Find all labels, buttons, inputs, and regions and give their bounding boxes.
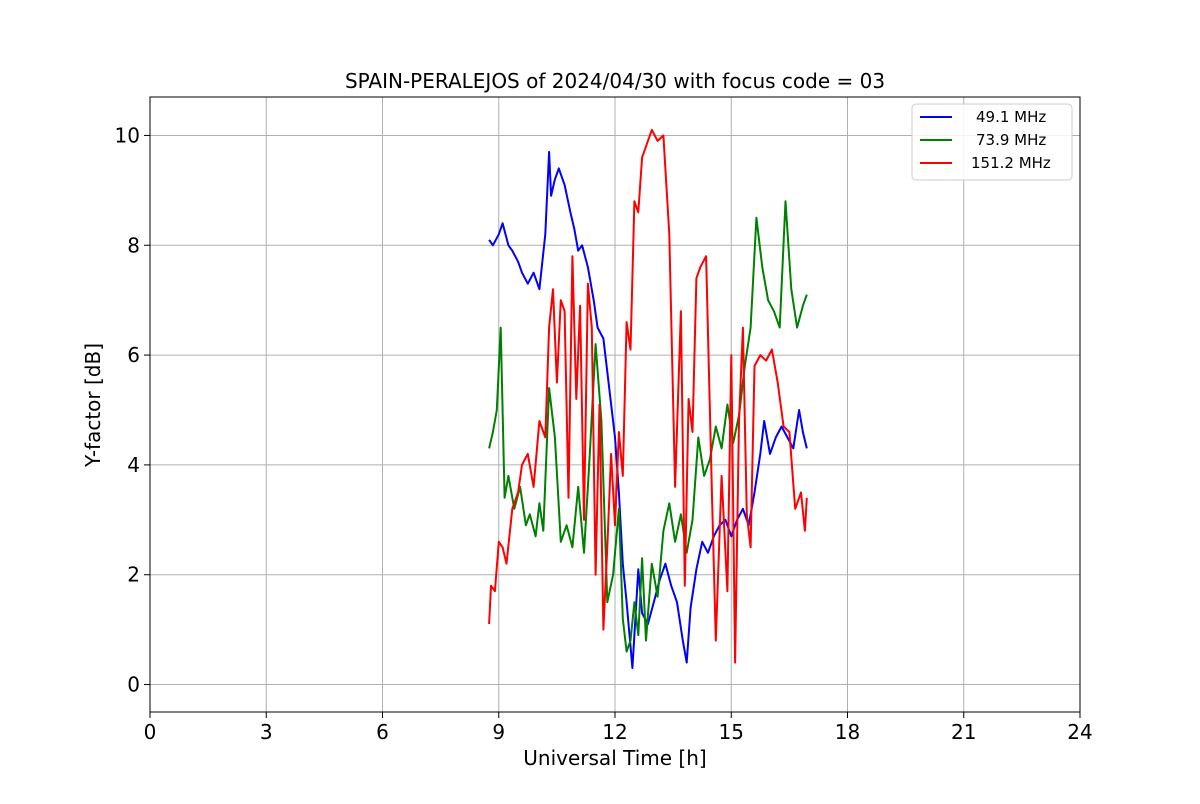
series-line-2 xyxy=(488,200,808,653)
series-layer xyxy=(488,128,808,670)
chart-title: SPAIN-PERALEJOS of 2024/04/30 with focus… xyxy=(345,69,885,93)
legend-label-73-9: 73.9 MHz xyxy=(976,131,1046,149)
y-tick-label: 0 xyxy=(127,673,140,697)
x-tick-label: 18 xyxy=(835,720,860,744)
legend-label-49-1: 49.1 MHz xyxy=(976,108,1046,126)
x-tick-label: 9 xyxy=(492,720,505,744)
x-tick-label: 12 xyxy=(602,720,627,744)
y-tick-label: 8 xyxy=(127,233,140,257)
y-tick-label: 4 xyxy=(127,453,140,477)
x-tick-label: 24 xyxy=(1067,720,1092,744)
y-tick-label: 10 xyxy=(115,123,140,147)
x-tick-label: 21 xyxy=(951,720,976,744)
grid-lines xyxy=(150,97,1080,712)
legend-label-151-2: 151.2 MHz xyxy=(971,154,1051,172)
x-tick-label: 6 xyxy=(376,720,389,744)
y-tick-label: 2 xyxy=(127,563,140,587)
x-tick-label: 3 xyxy=(260,720,273,744)
x-tick-label: 0 xyxy=(144,720,157,744)
chart-legend: 49.1 MHz 73.9 MHz 151.2 MHz xyxy=(911,103,1073,181)
legend-box xyxy=(911,103,1073,181)
series-line-3 xyxy=(488,128,808,664)
x-tick-label: 15 xyxy=(719,720,744,744)
y-tick-label: 6 xyxy=(127,343,140,367)
x-axis-label: Universal Time [h] xyxy=(523,746,706,770)
y-axis-label: Y-factor [dB] xyxy=(81,343,105,468)
